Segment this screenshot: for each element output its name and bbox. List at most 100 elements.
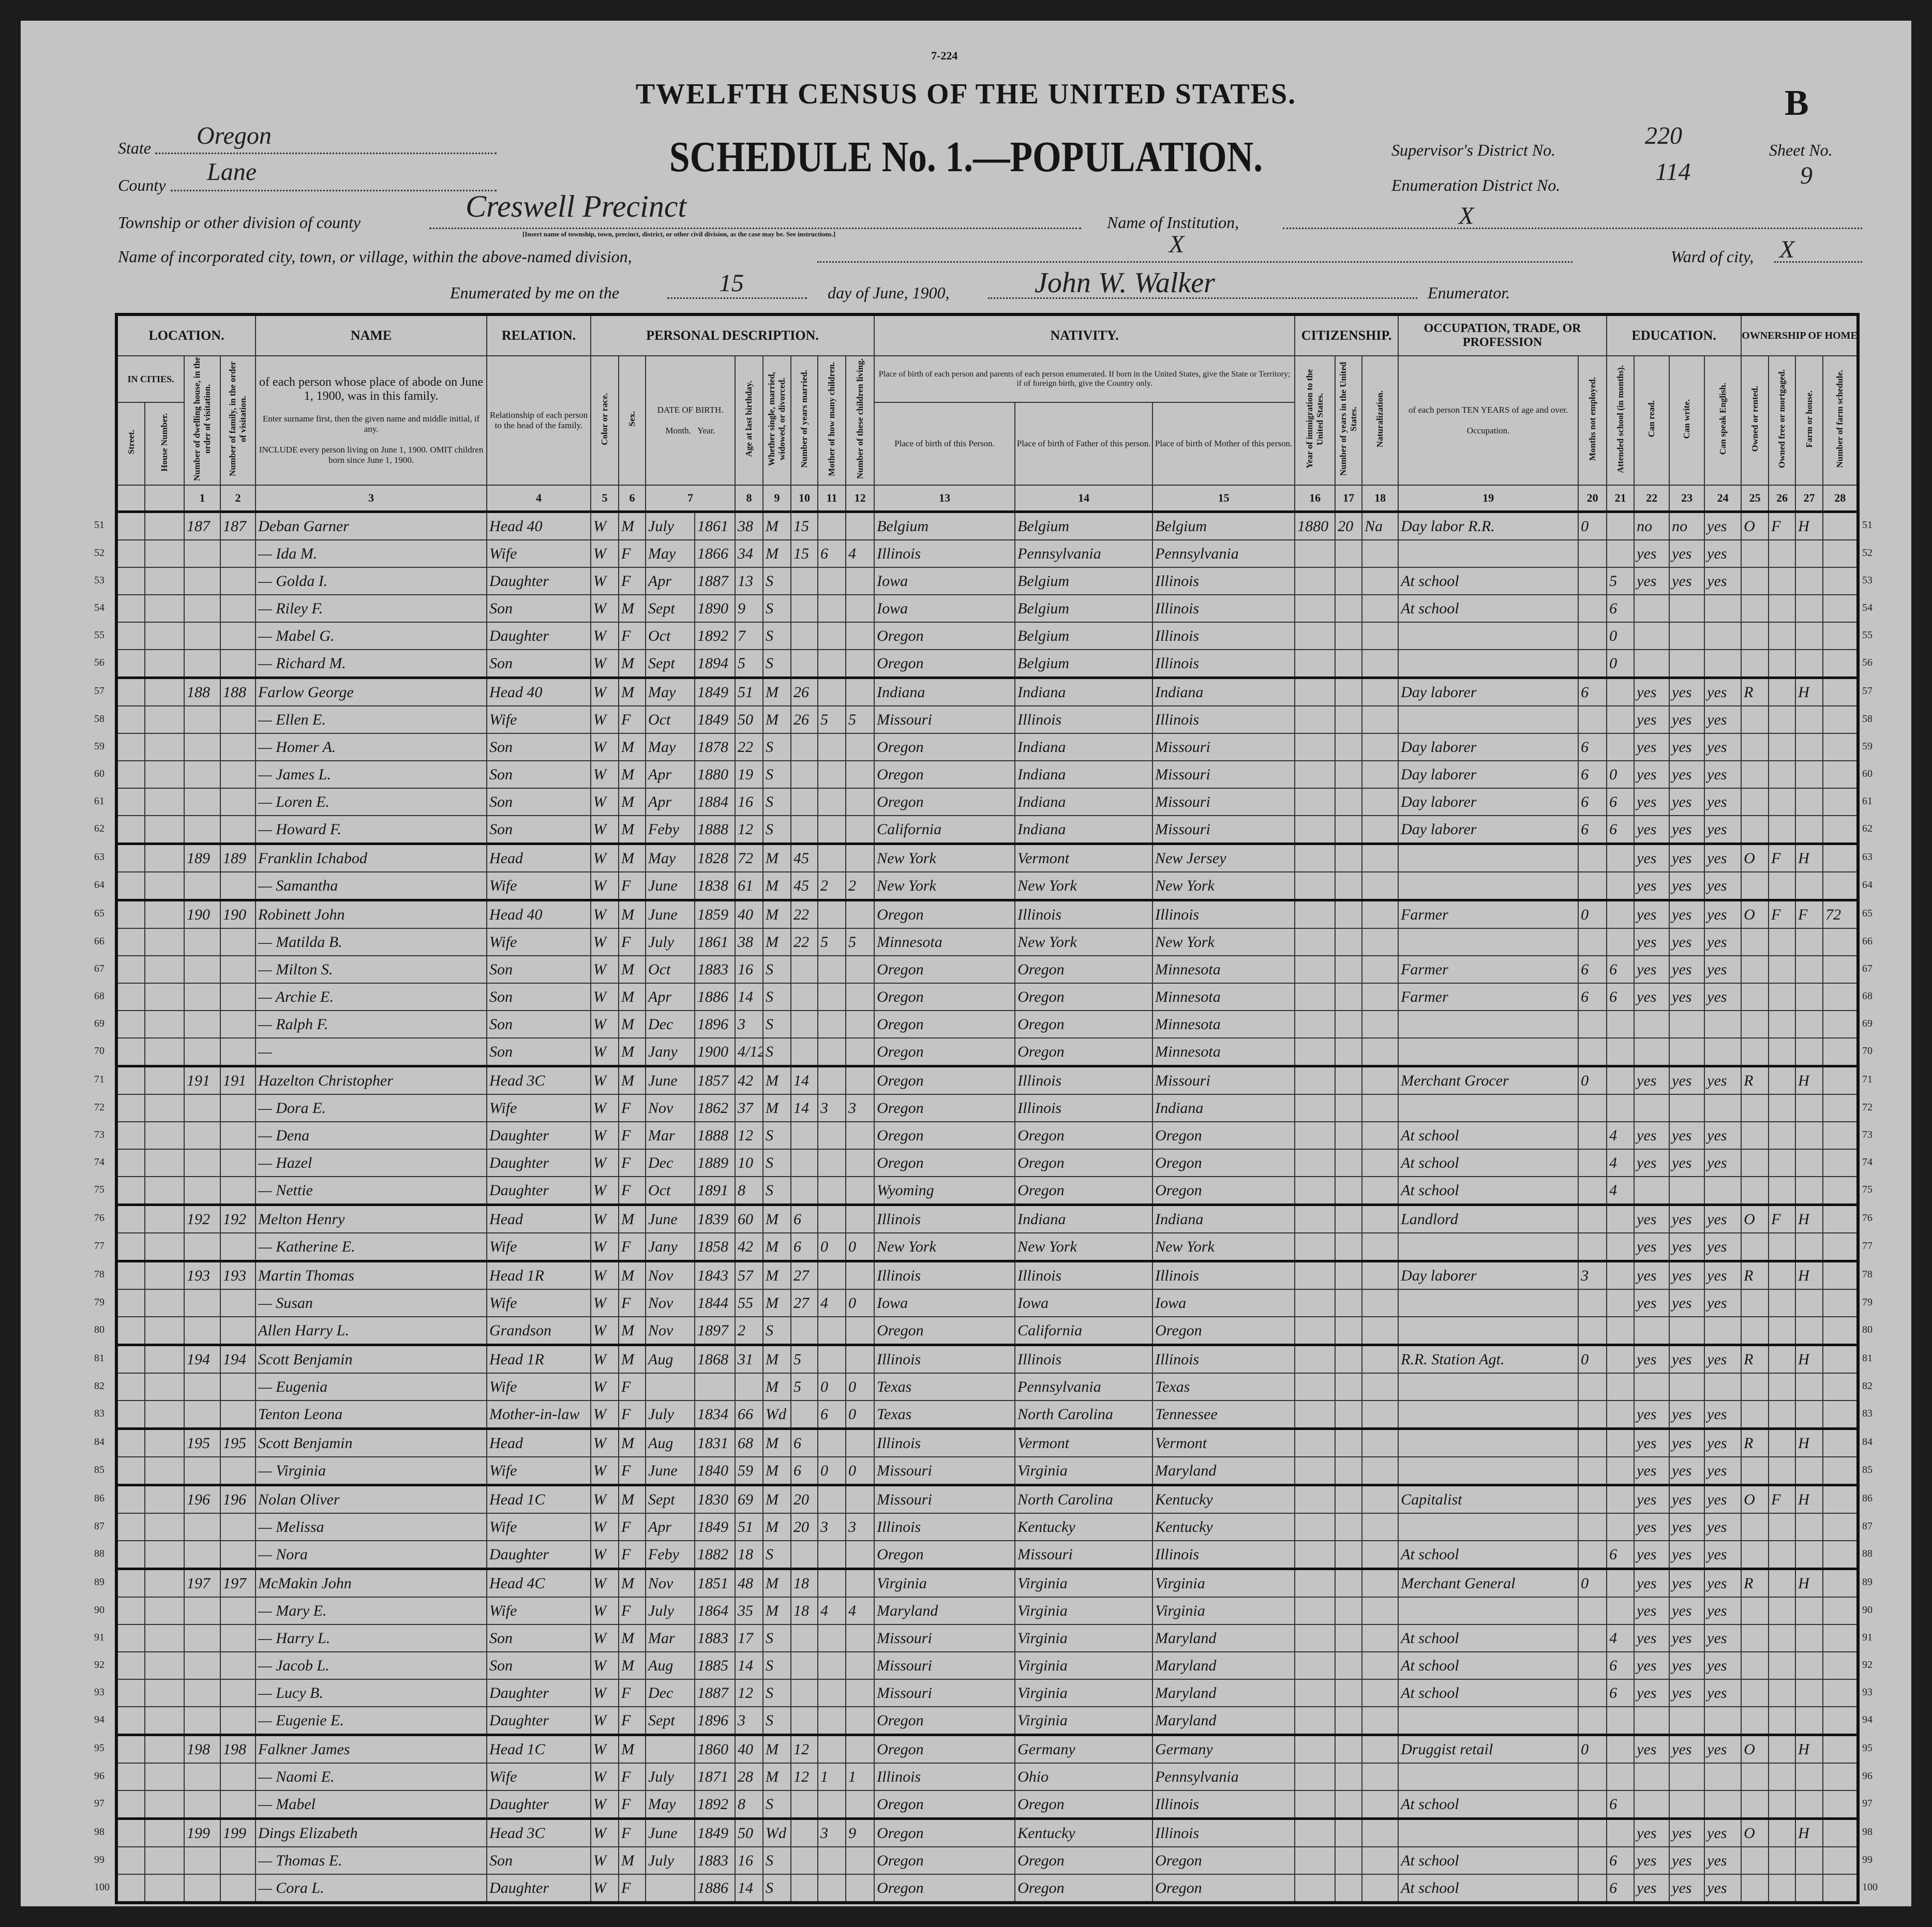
column-number: 24 <box>1704 485 1742 513</box>
table-row: Tenton Leona Mother-in-law W F July 1834 66 Wd 6… <box>116 1400 1859 1429</box>
mother-of-cell <box>817 1121 847 1150</box>
color-cell: W <box>590 1790 620 1819</box>
col-name-desc: of each person whose place of abode on J… <box>259 375 484 403</box>
children-living-cell <box>845 955 875 984</box>
state-label: State <box>118 139 151 157</box>
farm-house-cell: H <box>1795 1203 1824 1233</box>
school-months-cell <box>1606 1734 1635 1764</box>
mother-of-cell <box>817 842 847 872</box>
table-row: 188 188 Farlow George Head 40 W M May 1849 51 M 26… <box>116 676 1859 706</box>
mother-of-cell <box>817 649 847 679</box>
street-cell <box>116 788 145 816</box>
years-married-cell <box>790 983 819 1011</box>
farm-house-cell <box>1795 760 1824 789</box>
farm-house-cell <box>1795 1597 1824 1625</box>
school-months-cell: 4 <box>1606 1176 1635 1206</box>
table-row: 189 189 Franklin Ichabod Head W M May 1828 72 M 45… <box>116 842 1859 872</box>
occupation-cell: R.R. Station Agt. <box>1398 1344 1579 1374</box>
house-number-cell <box>144 733 185 761</box>
ward-value: X <box>1779 236 1795 263</box>
age-cell: 16 <box>735 955 764 984</box>
person-name-cell: McMakin John <box>255 1568 488 1598</box>
person-name-cell: Allen Harry L. <box>255 1316 488 1346</box>
marital-status-cell: M <box>762 1597 792 1625</box>
person-name-cell: — Archie E. <box>255 983 488 1011</box>
relation-cell: Wife <box>486 1094 592 1122</box>
marital-status-cell: S <box>762 983 792 1011</box>
naturalization-cell <box>1361 788 1399 816</box>
children-living-cell <box>845 1734 875 1764</box>
naturalization-cell <box>1361 1400 1399 1429</box>
can-write-cell: yes <box>1669 1260 1705 1290</box>
farm-schedule-cell <box>1822 1400 1859 1429</box>
birthplace-cell: Missouri <box>874 705 1016 734</box>
years-married-cell <box>790 594 819 623</box>
header-in-cities: IN CITIES. <box>116 355 185 403</box>
years-married-cell <box>790 1010 819 1038</box>
person-name-cell: — Loren E. <box>255 788 488 816</box>
birthplace-cell: Oregon <box>874 760 1016 789</box>
marital-status-cell: Wd <box>762 1400 792 1429</box>
birth-month-cell: Mar <box>645 1624 696 1652</box>
years-in-us-cell <box>1335 1763 1363 1791</box>
person-name-cell: — Ralph F. <box>255 1010 488 1038</box>
birthplace-cell: Oregon <box>874 649 1016 679</box>
owned-rented-cell <box>1741 760 1770 789</box>
column-number: 23 <box>1669 485 1705 513</box>
months-unemployed-cell <box>1578 871 1608 901</box>
father-birthplace-cell: Oregon <box>1014 983 1154 1011</box>
occupation-cell: Day laborer <box>1398 676 1579 706</box>
farm-schedule-cell <box>1822 1484 1859 1514</box>
months-unemployed-cell <box>1578 539 1608 568</box>
marital-status-cell: M <box>762 676 792 706</box>
school-months-cell <box>1606 676 1635 706</box>
birth-year-cell <box>694 1373 736 1401</box>
family-number-cell: 196 <box>219 1484 257 1514</box>
free-mortgaged-cell: F <box>1768 510 1796 540</box>
speaks-english-cell: yes <box>1704 1400 1742 1429</box>
can-read-cell <box>1634 649 1670 679</box>
family-number-cell: 189 <box>219 842 257 872</box>
father-birthplace-cell: Belgium <box>1014 594 1154 623</box>
owned-rented-cell: R <box>1741 1065 1770 1095</box>
house-number-cell <box>144 1597 185 1625</box>
age-cell: 18 <box>735 1540 764 1570</box>
years-in-us-cell <box>1335 1203 1363 1233</box>
relation-cell: Wife <box>486 1373 592 1401</box>
can-read-cell <box>1634 1010 1670 1038</box>
naturalization-cell <box>1361 1316 1399 1346</box>
person-name-cell: Deban Garner <box>255 510 488 540</box>
line-number-right: 87 <box>1862 1520 1873 1532</box>
color-cell: W <box>590 1121 620 1150</box>
months-unemployed-cell <box>1578 1679 1608 1707</box>
months-unemployed-cell <box>1578 1846 1608 1875</box>
naturalization-cell <box>1361 622 1399 650</box>
father-birthplace-cell: Illinois <box>1014 705 1154 734</box>
dwelling-number-cell <box>184 1316 221 1346</box>
free-mortgaged-cell: F <box>1768 899 1796 929</box>
column-number: 11 <box>817 485 847 513</box>
years-married-cell: 26 <box>790 705 819 734</box>
mother-birthplace-cell: Tennessee <box>1152 1400 1296 1429</box>
farm-schedule-cell <box>1822 1373 1859 1401</box>
farm-house-cell <box>1795 733 1824 761</box>
naturalization-cell <box>1361 1568 1399 1598</box>
naturalization-cell <box>1361 1149 1399 1177</box>
birth-year-cell: 1862 <box>694 1094 736 1122</box>
house-number-cell <box>144 1094 185 1122</box>
line-number-left: 68 <box>94 990 104 1002</box>
children-living-cell <box>845 567 875 595</box>
mother-birthplace-cell: Illinois <box>1152 1817 1296 1847</box>
can-write-cell: yes <box>1669 1817 1705 1847</box>
mother-birthplace-cell: Missouri <box>1152 815 1296 845</box>
line-number-right: 89 <box>1862 1576 1873 1588</box>
farm-schedule-cell <box>1822 1065 1859 1095</box>
sex-cell: M <box>618 760 647 789</box>
line-number-left: 82 <box>94 1380 104 1392</box>
relation-cell: Daughter <box>486 1121 592 1150</box>
age-cell: 7 <box>735 622 764 650</box>
street-cell <box>116 1400 145 1429</box>
person-name-cell: Scott Benjamin <box>255 1427 488 1457</box>
owned-rented-cell: O <box>1741 1203 1770 1233</box>
owned-rented-cell <box>1741 1316 1770 1346</box>
